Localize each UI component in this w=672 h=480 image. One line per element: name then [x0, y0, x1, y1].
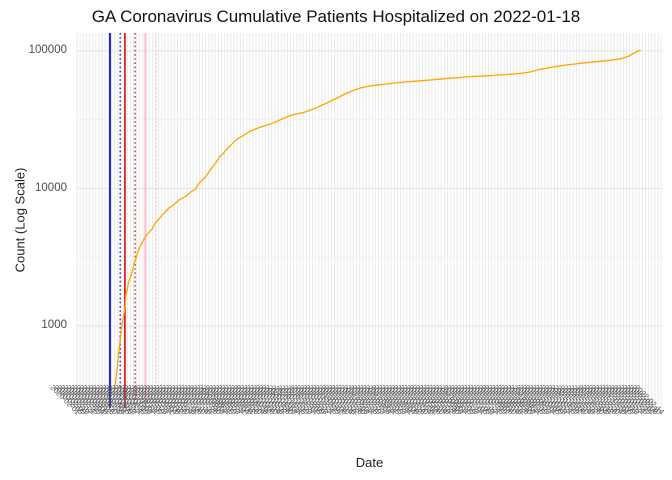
x-axis-title: Date: [355, 455, 384, 470]
chart-title: GA Coronavirus Cumulative Patients Hospi…: [91, 7, 581, 26]
y-major-gridlines: [77, 50, 662, 327]
y-tick-label: 1000: [41, 319, 67, 332]
y-minor-gridlines: [77, 119, 662, 396]
x-tick-labels: 2020-02-012020-02-052020-02-092020-02-13…: [48, 383, 666, 416]
reference-lines: [108, 33, 158, 408]
series-line: [114, 49, 641, 390]
x-gridlines: [76, 33, 662, 408]
y-tick-label: 10000: [35, 181, 67, 194]
y-tick-label: 100000: [28, 44, 67, 57]
series-cumulative_patients_hospitalized: [114, 49, 641, 390]
